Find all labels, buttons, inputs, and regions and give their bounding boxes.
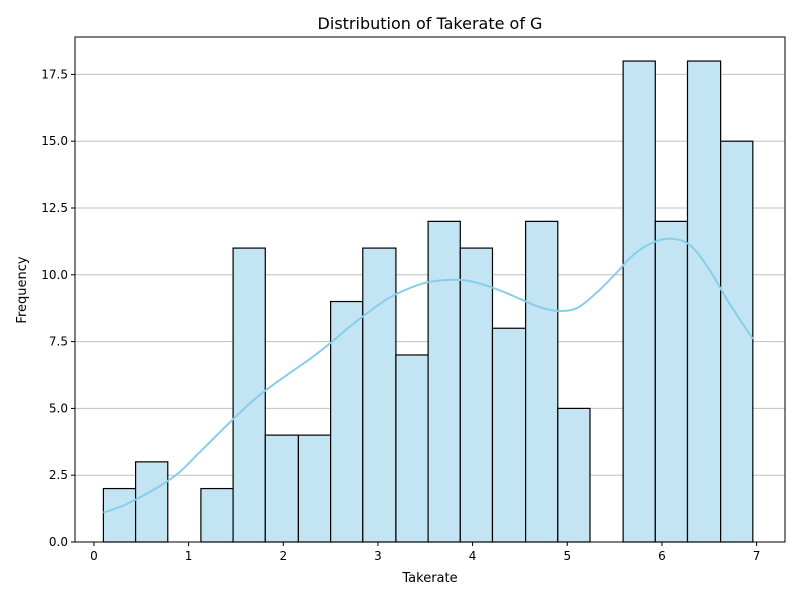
histogram-bar — [264, 434, 300, 543]
histogram-bar — [134, 461, 169, 543]
histogram-bar — [200, 487, 234, 543]
x-tick-label: 7 — [753, 549, 761, 563]
histogram-bar — [102, 487, 137, 543]
x-tick-label: 1 — [185, 549, 193, 563]
y-tick-label: 12.5 — [41, 201, 68, 215]
kde-line — [103, 237, 754, 514]
histogram-bar — [686, 60, 722, 543]
histogram-bar — [557, 407, 591, 543]
x-tick-label: 0 — [90, 549, 98, 563]
y-tick-label: 2.5 — [49, 468, 68, 482]
x-axis-label: Takerate — [401, 571, 457, 586]
kde-curve — [103, 237, 754, 514]
x-tick-label: 6 — [658, 549, 666, 563]
histogram-bar — [525, 220, 559, 543]
x-tick-label: 5 — [563, 549, 571, 563]
y-tick-label: 7.5 — [49, 335, 68, 349]
histogram-bar — [491, 327, 527, 543]
histogram-bar — [459, 247, 494, 543]
histogram-bars — [102, 60, 754, 543]
histogram-bar — [654, 220, 689, 543]
chart-title: Distribution of Takerate of G — [318, 14, 543, 33]
x-tick-label: 3 — [374, 549, 382, 563]
histogram-bar — [720, 140, 754, 543]
y-axis-ticks: 0.0 2.5 5.0 7.5 10.0 12.5 15.0 17.5 — [41, 67, 75, 549]
x-tick-label: 2 — [279, 549, 287, 563]
y-tick-label: 15.0 — [41, 134, 68, 148]
histogram-bar — [297, 434, 332, 543]
y-tick-label: 10.0 — [41, 268, 68, 282]
histogram-bar — [427, 220, 461, 543]
histogram-bar — [362, 247, 397, 543]
plot-frame — [74, 36, 786, 543]
histogram-bar — [622, 60, 656, 543]
x-tick-label: 4 — [469, 549, 477, 563]
x-axis-ticks: 0 1 2 3 4 5 6 7 — [90, 542, 760, 563]
histogram-bar — [395, 354, 429, 543]
y-tick-label: 17.5 — [41, 67, 68, 81]
y-tick-label: 5.0 — [49, 401, 68, 415]
histogram-bar — [330, 300, 364, 543]
y-tick-label: 0.0 — [49, 535, 68, 549]
y-axis-label: Frequency — [15, 256, 30, 323]
